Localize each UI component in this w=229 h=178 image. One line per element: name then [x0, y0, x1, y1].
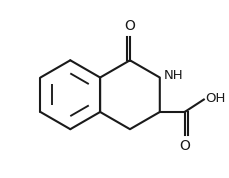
- Text: OH: OH: [205, 92, 225, 105]
- Text: O: O: [124, 20, 135, 33]
- Text: O: O: [178, 139, 189, 153]
- Text: NH: NH: [163, 69, 183, 82]
